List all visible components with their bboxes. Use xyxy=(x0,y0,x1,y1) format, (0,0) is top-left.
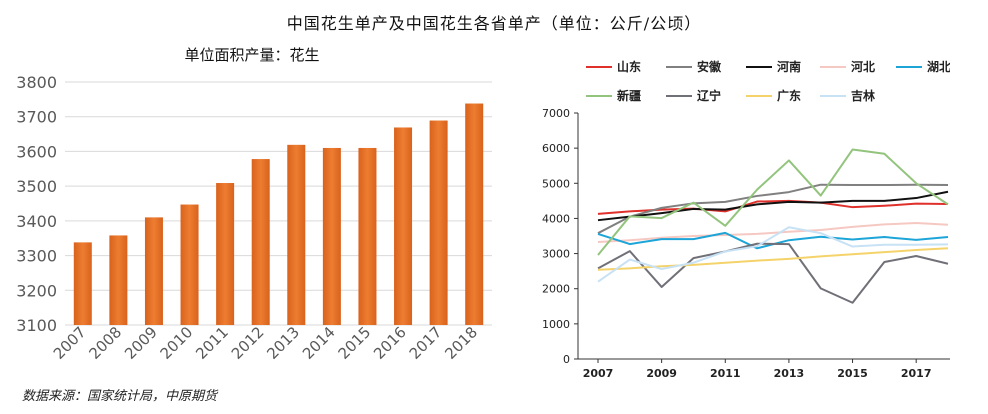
legend-label: 山东 xyxy=(617,59,641,74)
legend-label: 安徽 xyxy=(697,59,722,74)
y-tick-label: 1000 xyxy=(542,318,570,331)
series-line-8 xyxy=(597,226,949,283)
bar xyxy=(287,144,306,325)
legend-label: 河北 xyxy=(850,59,875,74)
legend-label: 河南 xyxy=(776,59,801,74)
y-tick-label: 7000 xyxy=(542,107,570,120)
x-tick-label: 2008 xyxy=(85,323,125,363)
page-title: 中国花生单产及中国花生各省单产（单位：公斤/公顷） xyxy=(286,14,702,33)
x-tick-label: 2012 xyxy=(228,323,268,363)
y-tick-label: 3700 xyxy=(16,108,57,127)
legend-label: 新疆 xyxy=(617,88,641,103)
x-tick-label: 2017 xyxy=(406,323,446,363)
y-tick-label: 3100 xyxy=(16,316,57,335)
legend-label: 辽宁 xyxy=(697,88,721,103)
bar xyxy=(465,103,484,325)
y-tick-label: 4000 xyxy=(542,212,570,225)
data-source-note: 数据来源：国家统计局，中原期货 xyxy=(22,389,218,404)
bar xyxy=(322,147,341,325)
series-line-6 xyxy=(597,242,949,304)
y-tick-label: 2000 xyxy=(542,283,570,296)
y-tick-label: 0 xyxy=(563,353,570,366)
series-line-4 xyxy=(597,231,949,250)
x-tick-label: 2015 xyxy=(837,367,868,380)
bar xyxy=(358,147,377,325)
y-tick-label: 3600 xyxy=(16,142,57,161)
legend-label: 湖北 xyxy=(927,59,950,74)
x-tick-label: 2014 xyxy=(299,323,339,363)
series-line-3 xyxy=(597,221,949,243)
x-tick-label: 2018 xyxy=(441,323,481,363)
bar-chart-title: 单位面积产量：花生 xyxy=(184,46,319,64)
y-tick-label: 3000 xyxy=(542,248,570,261)
y-tick-label: 3300 xyxy=(16,247,57,266)
y-tick-label: 3400 xyxy=(16,212,57,231)
x-tick-label: 2010 xyxy=(157,323,197,363)
x-tick-label: 2009 xyxy=(646,367,677,380)
x-tick-label: 2016 xyxy=(370,323,410,363)
x-tick-label: 2013 xyxy=(263,323,303,363)
y-tick-label: 6000 xyxy=(542,142,570,155)
y-tick-label: 3800 xyxy=(16,73,57,92)
legend-label: 广东 xyxy=(777,88,801,103)
series-line-1 xyxy=(597,183,949,235)
bar xyxy=(73,242,92,325)
y-tick-label: 5000 xyxy=(542,177,570,190)
legend-label: 吉林 xyxy=(851,88,875,103)
series-line-2 xyxy=(597,190,949,222)
y-tick-label: 3500 xyxy=(16,177,57,196)
x-tick-label: 2015 xyxy=(335,323,375,363)
x-tick-label: 2017 xyxy=(901,367,932,380)
bar xyxy=(429,120,448,325)
x-tick-label: 2013 xyxy=(774,367,805,380)
bar xyxy=(144,217,163,325)
x-tick-label: 2007 xyxy=(583,367,614,380)
x-tick-label: 2011 xyxy=(192,323,232,363)
bar xyxy=(394,127,413,326)
bar xyxy=(216,183,235,325)
series-line-5 xyxy=(597,148,949,256)
bar-chart: 单位面积产量：花生 3100 3200 3300 3400 3500 3600 3700 38… xyxy=(16,46,492,363)
x-tick-label: 2009 xyxy=(121,323,161,363)
bar xyxy=(251,159,270,325)
y-tick-label: 3200 xyxy=(16,281,57,300)
bar xyxy=(180,204,199,325)
x-tick-label: 2011 xyxy=(710,367,741,380)
bar xyxy=(109,235,128,325)
